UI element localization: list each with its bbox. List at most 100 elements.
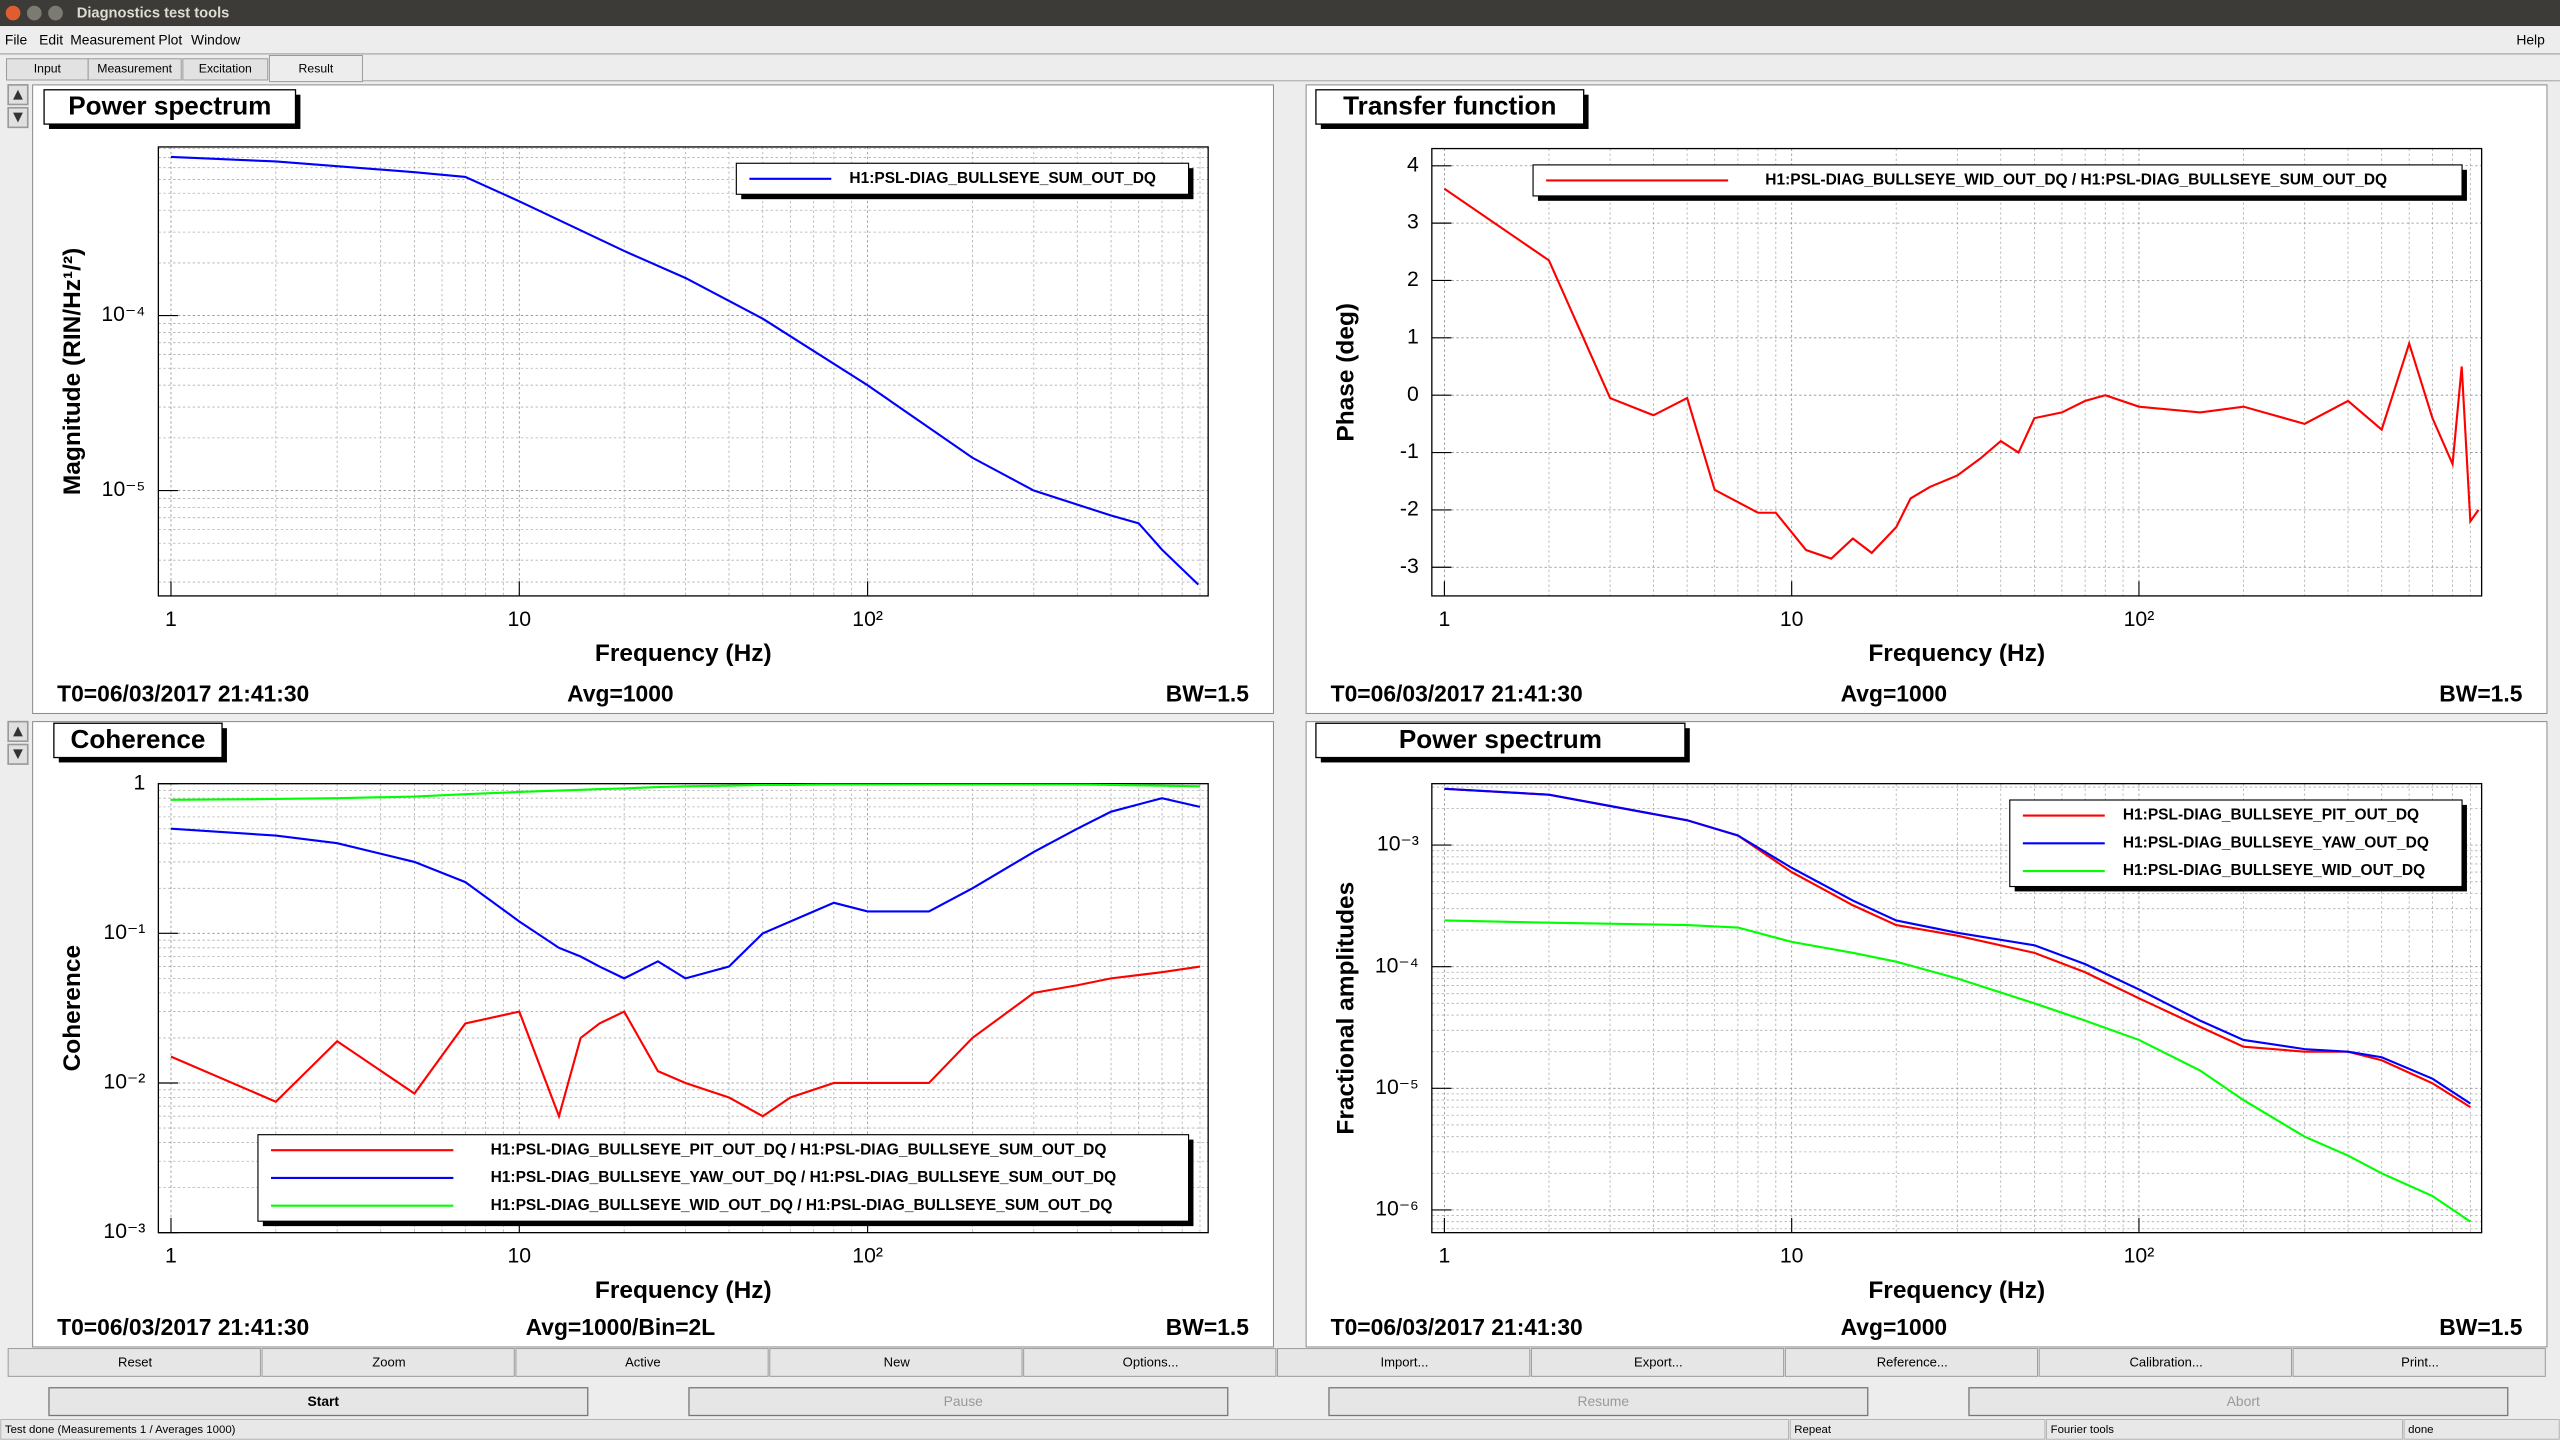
tab[interactable]	[268, 55, 363, 83]
tab-label: Result	[299, 62, 334, 76]
status-text: Test done (Measurements 1 / Averages 100…	[5, 1424, 236, 1436]
button[interactable]	[1277, 1348, 1531, 1377]
button-label: Export...	[1634, 1355, 1683, 1370]
menu-item[interactable]: Edit	[39, 31, 63, 47]
status-text: Fourier tools	[2051, 1424, 2115, 1436]
control-label: Pause	[944, 1393, 984, 1409]
menu-bar	[0, 26, 2560, 54]
x-tick-label: 10	[507, 1245, 531, 1268]
help-menu[interactable]: Help	[2516, 31, 2545, 47]
y-tick-label: -1	[1400, 440, 1419, 463]
chart-title: Coherence	[70, 724, 205, 754]
chart-title: Transfer function	[1343, 91, 1556, 121]
maximize-button[interactable]	[48, 5, 63, 21]
button[interactable]	[2038, 1348, 2292, 1377]
control-button[interactable]	[48, 1387, 589, 1417]
legend-label: H1:PSL-DIAG_BULLSEYE_YAW_OUT_DQ	[2123, 834, 2429, 851]
button-label: Active	[625, 1355, 661, 1370]
y-tick-label: 10⁻³	[1377, 833, 1419, 856]
x-tick-label: 1	[1439, 608, 1451, 631]
control-button[interactable]	[1328, 1387, 1869, 1417]
status-field	[2403, 1419, 2560, 1440]
plot-frame	[1431, 783, 2483, 1234]
tab[interactable]	[182, 58, 269, 81]
title-box	[1315, 89, 1585, 125]
y-tick-label: -3	[1400, 555, 1419, 578]
control-label: Resume	[1577, 1393, 1629, 1409]
button[interactable]	[515, 1348, 769, 1377]
footer-t0: T0=06/03/2017 21:41:30	[1331, 681, 1583, 707]
legend-label: H1:PSL-DIAG_BULLSEYE_WID_OUT_DQ	[2123, 862, 2425, 879]
legend-label: H1:PSL-DIAG_BULLSEYE_SUM_OUT_DQ	[849, 170, 1156, 187]
y-tick-label: 4	[1407, 153, 1419, 176]
button-label: New	[884, 1355, 911, 1370]
series-line	[170, 797, 1201, 980]
window-title: Diagnostics test tools	[77, 6, 230, 22]
footer-bw: BW=1.5	[1166, 1314, 1249, 1340]
control-button[interactable]	[1968, 1387, 2509, 1417]
control-label: Start	[307, 1393, 339, 1409]
button[interactable]	[1530, 1348, 1785, 1377]
title-bar	[0, 0, 2560, 27]
tab-label: Measurement	[97, 62, 172, 76]
y-tick-label: 10⁻⁵	[1375, 1076, 1419, 1099]
plot-frame-fill	[158, 146, 1209, 596]
tab[interactable]	[87, 58, 182, 81]
series-line	[170, 155, 1200, 586]
y-tick-label: 10⁻⁵	[102, 478, 146, 501]
series-line	[170, 783, 1201, 801]
footer-avg: Avg=1000	[1841, 1314, 1947, 1340]
close-button[interactable]	[5, 5, 21, 21]
status-field	[1789, 1419, 2046, 1440]
menu-item[interactable]: Measurement	[70, 31, 155, 47]
x-tick-label: 10	[1780, 1245, 1804, 1268]
button[interactable]	[1784, 1348, 2039, 1377]
footer-bw: BW=1.5	[2439, 681, 2522, 707]
scroll-up-arrow	[13, 726, 23, 737]
status-field	[0, 1419, 1789, 1440]
legend-label: H1:PSL-DIAG_BULLSEYE_PIT_OUT_DQ	[2123, 807, 2419, 824]
footer-t0: T0=06/03/2017 21:41:30	[57, 681, 309, 707]
status-text: done	[2408, 1424, 2433, 1436]
footer-t0: T0=06/03/2017 21:41:30	[1331, 1314, 1583, 1340]
y-axis-label: Fractional amplitudes	[1332, 882, 1359, 1135]
y-tick-label: 10⁻³	[103, 1220, 145, 1243]
footer-avg: Avg=1000	[1841, 681, 1947, 707]
minimize-button[interactable]	[26, 5, 42, 21]
x-axis-label: Frequency (Hz)	[1868, 640, 2045, 667]
menu-item[interactable]: File	[5, 31, 28, 47]
y-axis-label: Phase (deg)	[1332, 303, 1359, 442]
x-tick-label: 10²	[2124, 608, 2155, 631]
y-axis-label: Magnitude (RIN/Hz¹/²)	[59, 248, 86, 495]
scroll-down-arrow	[13, 749, 23, 760]
button[interactable]	[1023, 1348, 1277, 1377]
button[interactable]	[261, 1348, 515, 1377]
menu-item[interactable]: Window	[191, 31, 241, 47]
x-axis-label: Frequency (Hz)	[595, 1277, 772, 1304]
series-line	[1444, 787, 2471, 1105]
control-button[interactable]	[688, 1387, 1229, 1417]
button[interactable]	[7, 1348, 261, 1377]
x-axis-label: Frequency (Hz)	[595, 640, 772, 667]
plot-panel: 1 10 10² 10⁻⁵ 10⁻⁴ H1:PSL-DIAG_BULLSEYE_SUM_O…	[32, 84, 1274, 714]
title-box	[1315, 722, 1686, 759]
chart-title: Power spectrum	[1399, 724, 1602, 754]
plot-panel: 1 10 10² 10⁻³ 10⁻² 10⁻¹ 1 H1:PSL-DIAG_BULLSEYE_…	[32, 721, 1274, 1348]
button[interactable]	[2292, 1348, 2546, 1377]
menu-item[interactable]: Plot	[158, 31, 182, 47]
button[interactable]	[769, 1348, 1023, 1377]
tab-label: Input	[34, 62, 62, 76]
button-label: Reference...	[1877, 1355, 1948, 1370]
footer-avg: Avg=1000	[567, 681, 673, 707]
footer-t0: T0=06/03/2017 21:41:30	[57, 1314, 309, 1340]
y-tick-label: -2	[1400, 497, 1419, 520]
y-tick-label: 3	[1407, 211, 1419, 234]
legend-label: H1:PSL-DIAG_BULLSEYE_WID_OUT_DQ / H1:PSL…	[491, 1197, 1113, 1214]
x-tick-label: 1	[165, 1245, 177, 1268]
x-tick-label: 1	[1439, 1245, 1451, 1268]
series-line	[1443, 187, 2480, 560]
y-axis-label: Coherence	[59, 945, 86, 1071]
x-tick-label: 1	[165, 608, 177, 631]
x-tick-label: 10²	[852, 1245, 883, 1268]
